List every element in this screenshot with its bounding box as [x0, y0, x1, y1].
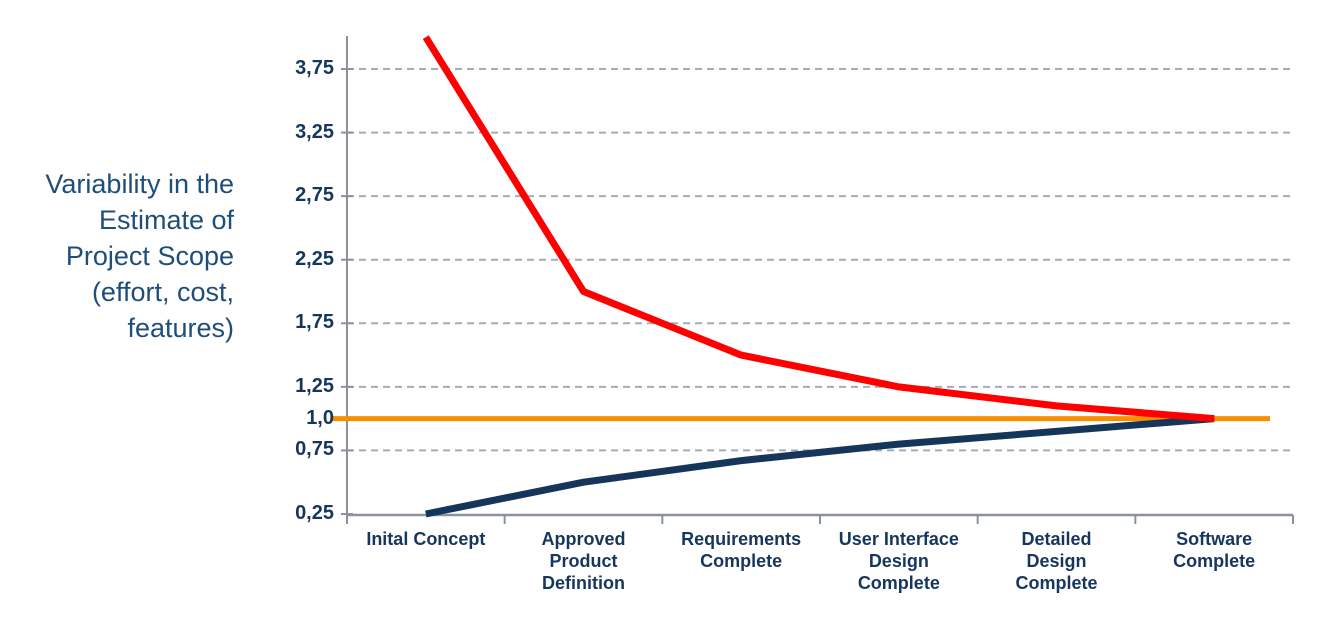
- y-tick-label: 1,75: [295, 311, 334, 334]
- y-axis-title: Variability in the Estimate of Project S…: [45, 169, 234, 343]
- y-tick-label: 0,25: [295, 502, 334, 524]
- x-axis-label: Requirements Complete: [681, 529, 802, 571]
- y-tick-label: 0,75: [295, 438, 334, 461]
- y-tick-label: 1,25: [295, 374, 334, 397]
- x-axis-label: User Interface Design Complete: [838, 529, 959, 593]
- x-axis-label: Inital Concept: [366, 529, 486, 549]
- x-axis-label: Approved Product Definition: [541, 529, 626, 593]
- series-upper-variability: [422, 35, 1215, 423]
- x-axis-label: Software Complete: [1173, 529, 1256, 571]
- y-tick-label: 3,25: [295, 120, 334, 143]
- y-tick-label: 3,75: [295, 57, 334, 79]
- y-tick-label: 2,75: [295, 184, 334, 207]
- series-lower-variability: [425, 415, 1215, 518]
- y-tick-label: 2,25: [295, 247, 334, 270]
- x-axis-label: Detailed Design Complete: [1015, 529, 1098, 593]
- y-tick-label: 1,0: [306, 406, 334, 429]
